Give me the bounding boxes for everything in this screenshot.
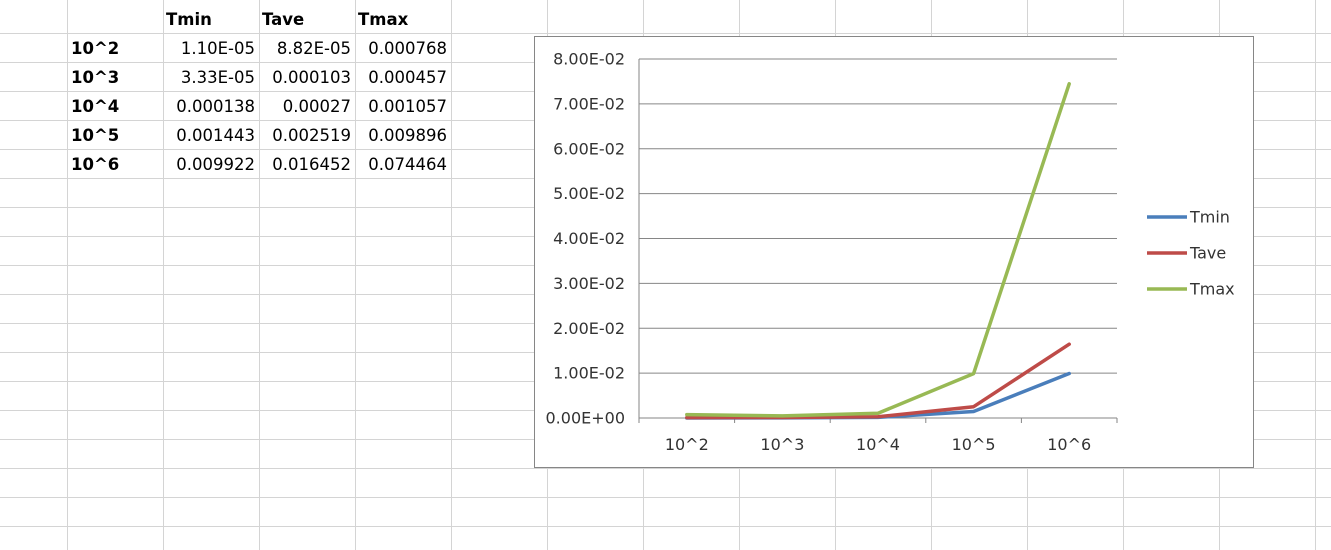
y-tick-label: 1.00E-02 [553, 364, 625, 383]
cell-tmin[interactable]: 0.001443 [176, 126, 255, 145]
header-tave[interactable]: Tave [262, 10, 305, 29]
row-label[interactable]: 10^5 [71, 126, 120, 145]
cell-tmin[interactable]: 3.33E-05 [180, 68, 255, 87]
row-label[interactable]: 10^4 [71, 97, 120, 116]
y-tick-label: 8.00E-02 [553, 50, 625, 69]
series-line-tave[interactable] [685, 342, 1071, 420]
cell-tave[interactable]: 0.002519 [272, 126, 351, 145]
y-tick-label: 7.00E-02 [553, 94, 625, 113]
row-label[interactable]: 10^6 [71, 155, 120, 174]
line-chart[interactable]: 0.00E+00 1.00E-02 2.00E-02 3.00E-02 4.00E-02… [534, 36, 1254, 468]
y-tick-label: 0.00E+00 [546, 409, 626, 428]
legend-label: Tmin [1189, 208, 1230, 227]
chart-canvas: 0.00E+00 1.00E-02 2.00E-02 3.00E-02 4.00E-02… [546, 50, 1235, 455]
y-tick-label: 2.00E-02 [553, 319, 625, 338]
cell-tave[interactable]: 8.82E-05 [276, 39, 351, 58]
y-tick-label: 4.00E-02 [553, 229, 625, 248]
cell-tmax[interactable]: 0.000768 [368, 39, 447, 58]
header-tmax[interactable]: Tmax [358, 10, 409, 29]
y-tick-label: 5.00E-02 [553, 184, 625, 203]
cell-tmin[interactable]: 0.009922 [176, 155, 255, 174]
cell-tave[interactable]: 0.016452 [272, 155, 351, 174]
cell-tmin[interactable]: 1.10E-05 [180, 39, 255, 58]
row-label[interactable]: 10^3 [71, 68, 120, 87]
legend-label: Tave [1189, 244, 1226, 263]
legend-label: Tmax [1189, 280, 1235, 299]
cell-tave[interactable]: 0.000103 [272, 68, 351, 87]
x-tick-label: 10^5 [952, 435, 996, 454]
cell-tmax[interactable]: 0.000457 [368, 68, 447, 87]
y-tick-label: 3.00E-02 [553, 274, 625, 293]
cell-tmax[interactable]: 0.074464 [368, 155, 447, 174]
x-tick-label: 10^4 [856, 435, 900, 454]
row-label[interactable]: 10^2 [71, 39, 120, 58]
x-tick-label: 10^3 [760, 435, 804, 454]
cell-tave[interactable]: 0.00027 [282, 97, 351, 116]
cell-tmax[interactable]: 0.001057 [368, 97, 447, 116]
y-tick-label: 6.00E-02 [553, 139, 625, 158]
x-tick-label: 10^2 [665, 435, 709, 454]
header-tmin[interactable]: Tmin [166, 10, 212, 29]
cell-tmax[interactable]: 0.009896 [368, 126, 447, 145]
x-tick-label: 10^6 [1047, 435, 1091, 454]
series-line-tmax[interactable] [685, 82, 1071, 418]
cell-tmin[interactable]: 0.000138 [176, 97, 255, 116]
